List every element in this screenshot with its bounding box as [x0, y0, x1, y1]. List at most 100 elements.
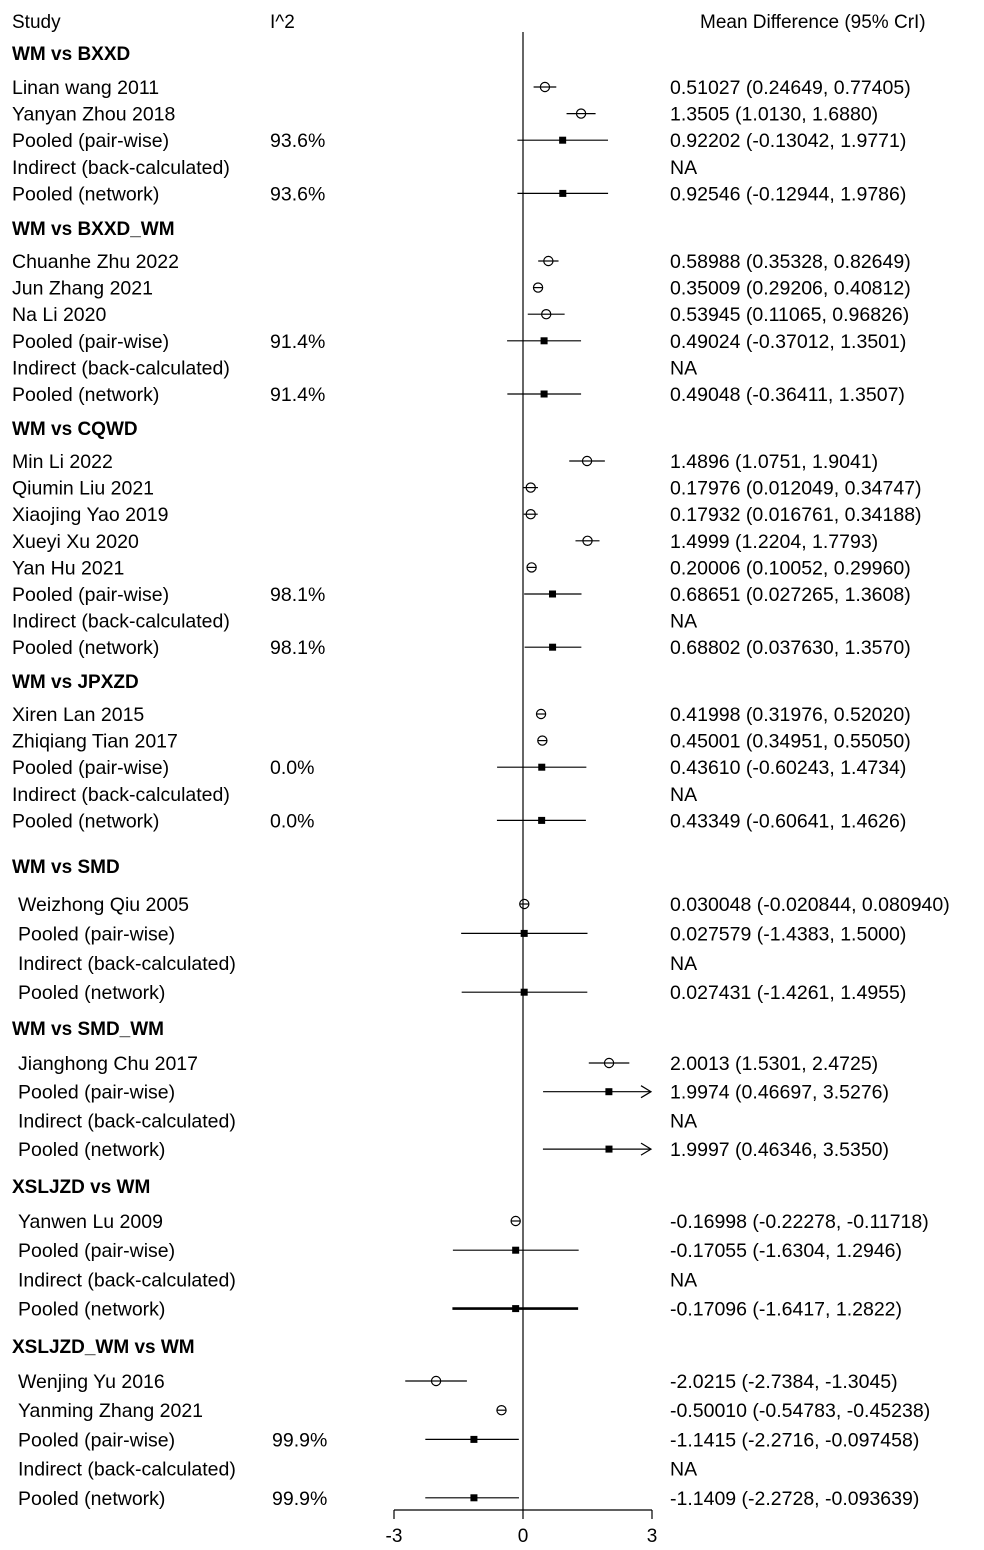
effect-text: 0.43349 (-0.60641, 1.4626)	[670, 810, 906, 832]
pooled-point	[512, 1246, 520, 1254]
i2-value: 0.0%	[270, 810, 314, 832]
ci-arrow	[640, 1142, 653, 1156]
study-label: Yan Hu 2021	[12, 557, 124, 579]
effect-text: NA	[670, 1459, 697, 1481]
study-label: Pooled (pair-wise)	[18, 1240, 175, 1262]
effect-text: 0.030048 (-0.020844, 0.080940)	[670, 894, 950, 916]
effect-text: 0.027579 (-1.4383, 1.5000)	[670, 923, 906, 945]
effect-text: 2.0013 (1.5301, 2.4725)	[670, 1053, 878, 1075]
study-label: Yanyan Zhou 2018	[12, 104, 175, 126]
study-label: Xiren Lan 2015	[12, 704, 144, 726]
effect-text: 0.92546 (-0.12944, 1.9786)	[670, 183, 906, 205]
study-label: Pooled (network)	[12, 183, 159, 205]
study-label: Jianghong Chu 2017	[18, 1053, 198, 1075]
effect-text: -0.50010 (-0.54783, -0.45238)	[670, 1400, 930, 1422]
group-title: WM vs SMD	[12, 857, 120, 878]
study-label: Qiumin Liu 2021	[12, 478, 154, 500]
pooled-point	[559, 189, 567, 197]
study-label: Pooled (pair-wise)	[12, 584, 169, 606]
effect-text: -0.17055 (-1.6304, 1.2946)	[670, 1240, 902, 1262]
effect-text: 0.49048 (-0.36411, 1.3507)	[670, 384, 905, 406]
study-label: Pooled (network)	[18, 982, 165, 1004]
study-label: Xiaojing Yao 2019	[12, 504, 169, 526]
study-label: Chuanhe Zhu 2022	[12, 251, 179, 273]
effect-text: 0.027431 (-1.4261, 1.4955)	[670, 982, 906, 1004]
pooled-point	[559, 136, 567, 144]
group-title: WM vs SMD_WM	[12, 1019, 164, 1040]
effect-text: 0.68802 (0.037630, 1.3570)	[670, 637, 911, 659]
pooled-point	[540, 337, 548, 345]
effect-text: 0.17976 (0.012049, 0.34747)	[670, 478, 922, 500]
i2-column-header: I^2	[270, 12, 295, 33]
study-label: Na Li 2020	[12, 304, 106, 326]
forest-rows: WM vs BXXD Linan wang 2011 0.51027 (0.2464…	[12, 44, 950, 1510]
effect-text: -1.1415 (-2.2716, -0.097458)	[670, 1429, 919, 1451]
ci-arrow	[640, 1085, 653, 1099]
study-label: Indirect (back-calculated)	[12, 357, 230, 379]
effect-text: NA	[670, 357, 697, 379]
x-tick-label: 3	[647, 1526, 658, 1547]
x-axis: -3 0 3	[386, 32, 658, 1547]
group-title: WM vs JPXZD	[12, 672, 139, 693]
effect-text: 0.41998 (0.31976, 0.52020)	[670, 704, 911, 726]
study-label: Pooled (network)	[12, 384, 159, 406]
pooled-point	[549, 643, 557, 651]
study-label: Pooled (network)	[18, 1488, 165, 1510]
i2-value: 93.6%	[270, 183, 325, 205]
study-label: Indirect (back-calculated)	[18, 1269, 236, 1291]
study-label: Indirect (back-calculated)	[18, 1110, 236, 1132]
effect-text: 0.92202 (-0.13042, 1.9771)	[670, 130, 906, 152]
study-label: Indirect (back-calculated)	[12, 611, 230, 633]
i2-value: 98.1%	[270, 637, 325, 659]
i2-value: 99.9%	[272, 1429, 327, 1451]
effect-text: 0.58988 (0.35328, 0.82649)	[670, 251, 911, 273]
effect-text: NA	[670, 953, 697, 975]
effect-text: NA	[670, 784, 697, 806]
study-label: Pooled (network)	[12, 810, 159, 832]
effect-text: NA	[670, 1269, 697, 1291]
pooled-point	[470, 1435, 478, 1443]
effect-text: -0.16998 (-0.22278, -0.11718)	[670, 1211, 929, 1233]
x-tick-label: -3	[386, 1526, 403, 1547]
effect-column-header: Mean Difference (95% CrI)	[700, 12, 926, 33]
i2-value: 98.1%	[270, 584, 325, 606]
study-label: Zhiqiang Tian 2017	[12, 731, 178, 753]
study-label: Pooled (pair-wise)	[12, 757, 169, 779]
i2-value: 91.4%	[270, 384, 325, 406]
group-title: XSLJZD_WM vs WM	[12, 1337, 195, 1358]
i2-value: 0.0%	[270, 757, 314, 779]
effect-text: 0.35009 (0.29206, 0.40812)	[670, 278, 911, 300]
group-title: WM vs CQWD	[12, 419, 138, 440]
study-label: Wenjing Yu 2016	[18, 1371, 165, 1393]
study-label: Pooled (pair-wise)	[18, 1429, 175, 1451]
effect-text: 1.3505 (1.0130, 1.6880)	[670, 104, 878, 126]
effect-text: -0.17096 (-1.6417, 1.2822)	[670, 1299, 902, 1321]
group-title: WM vs BXXD_WM	[12, 219, 175, 240]
study-label: Pooled (network)	[18, 1139, 165, 1161]
study-label: Linan wang 2011	[12, 77, 159, 99]
study-label: Indirect (back-calculated)	[12, 784, 230, 806]
effect-text: 1.9974 (0.46697, 3.5276)	[670, 1082, 889, 1104]
effect-text: 0.68651 (0.027265, 1.3608)	[670, 584, 911, 606]
effect-text: -2.0215 (-2.7384, -1.3045)	[670, 1371, 898, 1393]
pooled-point	[549, 590, 557, 598]
i2-value: 91.4%	[270, 331, 325, 353]
pooled-point	[520, 929, 528, 937]
study-label: Pooled (pair-wise)	[12, 130, 169, 152]
study-label: Pooled (pair-wise)	[18, 1082, 175, 1104]
study-label: Jun Zhang 2021	[12, 278, 153, 300]
effect-text: 0.45001 (0.34951, 0.55050)	[670, 731, 911, 753]
study-label: Weizhong Qiu 2005	[18, 894, 189, 916]
study-label: Pooled (network)	[12, 637, 159, 659]
pooled-point	[520, 988, 528, 996]
effect-text: 0.17932 (0.016761, 0.34188)	[670, 504, 922, 526]
pooled-point	[470, 1494, 478, 1502]
pooled-point	[538, 816, 546, 824]
study-label: Min Li 2022	[12, 451, 113, 473]
effect-text: 0.49024 (-0.37012, 1.3501)	[670, 331, 906, 353]
study-label: Pooled (pair-wise)	[18, 923, 175, 945]
i2-value: 93.6%	[270, 130, 325, 152]
pooled-point	[605, 1088, 613, 1096]
effect-text: 0.51027 (0.24649, 0.77405)	[670, 77, 911, 99]
study-label: Pooled (pair-wise)	[12, 331, 169, 353]
